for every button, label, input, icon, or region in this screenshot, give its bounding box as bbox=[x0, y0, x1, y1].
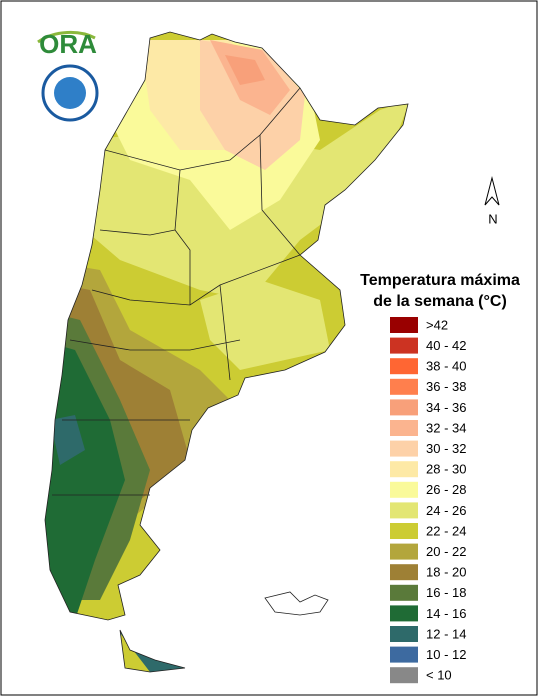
legend-swatch bbox=[390, 523, 418, 539]
legend-label: 10 - 12 bbox=[426, 647, 466, 662]
legend-label: 26 - 28 bbox=[426, 482, 466, 497]
legend-label: 34 - 36 bbox=[426, 400, 466, 415]
legend-swatch bbox=[390, 605, 418, 622]
legend-swatch bbox=[390, 481, 418, 498]
legend-swatch bbox=[390, 440, 418, 457]
legend-label: >42 bbox=[426, 317, 448, 332]
islands bbox=[264, 591, 329, 616]
legend-label: 16 - 18 bbox=[426, 585, 466, 600]
legend-swatch bbox=[390, 564, 418, 581]
legend-swatch bbox=[390, 502, 418, 519]
legend-label: 30 - 32 bbox=[426, 441, 466, 456]
legend-swatch bbox=[390, 337, 418, 354]
legend-label: 38 - 40 bbox=[426, 359, 466, 374]
north-label: N bbox=[488, 211, 497, 226]
legend-swatch bbox=[390, 646, 418, 663]
legend-swatch bbox=[390, 667, 418, 684]
legend-label: 18 - 20 bbox=[426, 565, 466, 580]
legend-label: 14 - 16 bbox=[426, 606, 466, 621]
logo-swoosh bbox=[37, 31, 96, 44]
legend-label: 24 - 26 bbox=[426, 503, 466, 518]
legend-swatch bbox=[390, 420, 418, 436]
legend-swatch bbox=[390, 584, 418, 601]
legend-label: 36 - 38 bbox=[426, 379, 466, 394]
legend-label: 40 - 42 bbox=[426, 338, 466, 353]
legend-title: Temperatura máxima bbox=[360, 272, 520, 289]
legend-label: 20 - 22 bbox=[426, 544, 466, 559]
legend-swatch bbox=[390, 543, 418, 560]
legend-swatch bbox=[390, 317, 418, 333]
legend-swatch bbox=[390, 626, 418, 642]
legend-swatch bbox=[390, 358, 418, 375]
legend-swatch bbox=[390, 378, 418, 395]
legend-label: 28 - 30 bbox=[426, 462, 466, 477]
logo-seal-inner bbox=[54, 77, 86, 109]
legend-title: de la semana (°C) bbox=[373, 293, 507, 310]
legend-label: < 10 bbox=[426, 668, 452, 683]
legend-label: 32 - 34 bbox=[426, 420, 466, 435]
legend-label: 12 - 14 bbox=[426, 626, 466, 641]
province-borders bbox=[44, 31, 409, 673]
north-arrow bbox=[484, 176, 500, 206]
logo-text: ORA bbox=[39, 29, 97, 59]
legend-swatch bbox=[390, 461, 418, 478]
legend-label: 22 - 24 bbox=[426, 523, 466, 538]
legend-swatch bbox=[390, 399, 418, 416]
